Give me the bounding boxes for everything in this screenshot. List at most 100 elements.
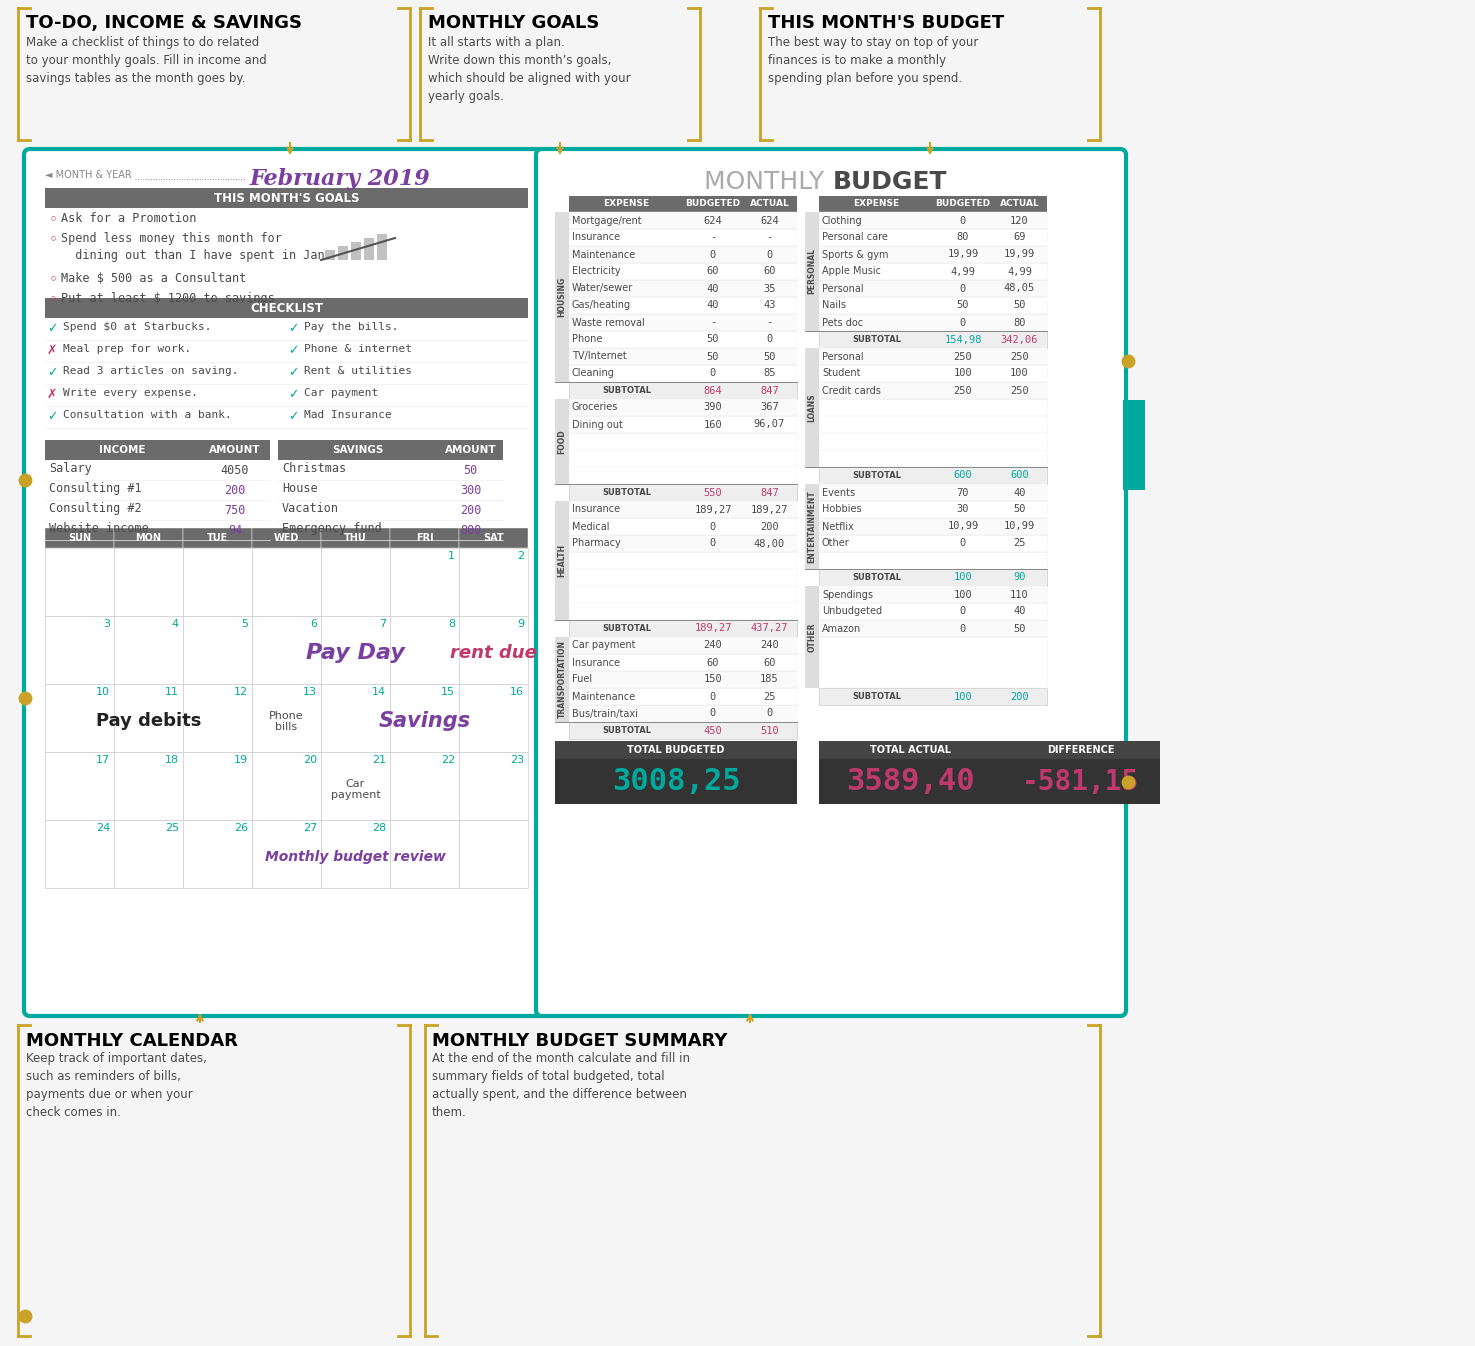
Text: Mortgage/rent: Mortgage/rent xyxy=(572,215,642,226)
Text: 0: 0 xyxy=(960,284,966,293)
Bar xyxy=(324,250,335,260)
Text: BUDGETED: BUDGETED xyxy=(935,199,991,209)
Text: MONTHLY CALENDAR: MONTHLY CALENDAR xyxy=(27,1032,237,1050)
Text: 48,00: 48,00 xyxy=(754,538,785,549)
Text: 96,07: 96,07 xyxy=(754,420,785,429)
Text: TOTAL BUDGETED: TOTAL BUDGETED xyxy=(627,744,724,755)
Text: 160: 160 xyxy=(704,420,723,429)
Text: 50: 50 xyxy=(763,351,776,362)
Text: Read 3 articles on saving.: Read 3 articles on saving. xyxy=(63,366,239,376)
Text: Unbudgeted: Unbudgeted xyxy=(822,607,882,616)
Text: 100: 100 xyxy=(954,572,972,583)
Text: ✓: ✓ xyxy=(47,411,58,423)
Text: -: - xyxy=(767,233,773,242)
Text: House: House xyxy=(282,482,317,495)
Text: 367: 367 xyxy=(760,402,779,412)
Text: Spend $0 at Starbucks.: Spend $0 at Starbucks. xyxy=(63,322,211,332)
FancyBboxPatch shape xyxy=(535,149,1125,1016)
Text: Meal prep for work.: Meal prep for work. xyxy=(63,345,192,354)
Text: 11: 11 xyxy=(165,686,178,697)
Bar xyxy=(569,297,796,314)
Text: 1: 1 xyxy=(448,551,454,561)
Text: 35: 35 xyxy=(763,284,776,293)
Text: THIS MONTH'S BUDGET: THIS MONTH'S BUDGET xyxy=(768,13,1004,32)
Text: Spend less money this month for
  dining out than I have spent in Jan.: Spend less money this month for dining o… xyxy=(60,232,332,262)
Text: 90: 90 xyxy=(1013,572,1025,583)
Text: 10,99: 10,99 xyxy=(947,521,978,532)
Text: Pets doc: Pets doc xyxy=(822,318,863,327)
Bar xyxy=(819,349,1047,365)
Text: ACTUAL: ACTUAL xyxy=(749,199,789,209)
Text: Water/sewer: Water/sewer xyxy=(572,284,633,293)
Bar xyxy=(1002,759,1159,804)
Text: SUBTOTAL: SUBTOTAL xyxy=(853,692,901,701)
Text: 26: 26 xyxy=(235,822,248,833)
Bar xyxy=(569,331,796,349)
Text: 50: 50 xyxy=(1013,505,1025,514)
Text: -: - xyxy=(709,318,717,327)
Text: ✓: ✓ xyxy=(47,322,58,335)
Bar xyxy=(805,349,819,467)
Bar xyxy=(389,616,459,684)
Bar xyxy=(322,548,389,616)
Text: 550: 550 xyxy=(704,487,723,498)
Text: 390: 390 xyxy=(704,402,723,412)
Bar xyxy=(819,280,1047,297)
Text: SUBTOTAL: SUBTOTAL xyxy=(853,335,901,345)
Bar xyxy=(819,534,1047,552)
Bar xyxy=(569,621,796,637)
Text: 0: 0 xyxy=(709,369,717,378)
Bar xyxy=(569,485,796,501)
Text: 200: 200 xyxy=(224,483,246,497)
Bar xyxy=(819,518,1047,534)
Text: Consulting #2: Consulting #2 xyxy=(49,502,142,516)
Bar xyxy=(183,820,252,888)
Bar xyxy=(389,820,459,888)
Text: Phone
bills: Phone bills xyxy=(270,711,304,732)
Text: Pay debits: Pay debits xyxy=(96,712,201,731)
Text: 3589,40: 3589,40 xyxy=(845,767,975,795)
FancyBboxPatch shape xyxy=(24,149,546,1016)
Bar xyxy=(819,229,1047,246)
Text: SUBTOTAL: SUBTOTAL xyxy=(853,471,901,481)
Bar xyxy=(819,569,1047,586)
Bar xyxy=(183,528,252,548)
Text: 189,27: 189,27 xyxy=(751,505,788,514)
Text: LOANS: LOANS xyxy=(807,393,817,421)
Bar xyxy=(742,197,796,213)
Text: Ask for a Promotion: Ask for a Promotion xyxy=(60,213,196,225)
Text: Car
payment: Car payment xyxy=(330,778,381,801)
Text: Pharmacy: Pharmacy xyxy=(572,538,621,549)
Text: Dining out: Dining out xyxy=(572,420,622,429)
Bar xyxy=(569,365,796,382)
Text: 19: 19 xyxy=(235,755,248,765)
Bar xyxy=(819,382,1047,398)
Text: 250: 250 xyxy=(1010,351,1030,362)
Text: 750: 750 xyxy=(224,503,246,517)
Bar xyxy=(569,280,796,297)
Text: SUN: SUN xyxy=(68,533,91,542)
Bar xyxy=(459,616,528,684)
Text: Personal: Personal xyxy=(822,351,864,362)
Text: 10,99: 10,99 xyxy=(1004,521,1035,532)
Bar xyxy=(569,246,796,262)
Text: -: - xyxy=(767,318,773,327)
Text: Cleaning: Cleaning xyxy=(572,369,615,378)
Text: 50: 50 xyxy=(1013,300,1025,311)
Text: Car payment: Car payment xyxy=(572,641,636,650)
Text: 18: 18 xyxy=(165,755,178,765)
Text: Mad Insurance: Mad Insurance xyxy=(304,411,392,420)
Text: INCOME: INCOME xyxy=(99,446,146,455)
Text: 600: 600 xyxy=(954,471,972,481)
Bar xyxy=(819,365,1047,382)
Text: 23: 23 xyxy=(510,755,524,765)
Text: Groceries: Groceries xyxy=(572,402,618,412)
Bar xyxy=(252,528,322,548)
Text: 94: 94 xyxy=(227,524,242,537)
Bar xyxy=(569,349,796,365)
Bar xyxy=(114,684,183,752)
Text: 19,99: 19,99 xyxy=(1004,249,1035,260)
Text: 16: 16 xyxy=(510,686,524,697)
Bar xyxy=(114,528,183,548)
Bar xyxy=(819,398,1047,467)
